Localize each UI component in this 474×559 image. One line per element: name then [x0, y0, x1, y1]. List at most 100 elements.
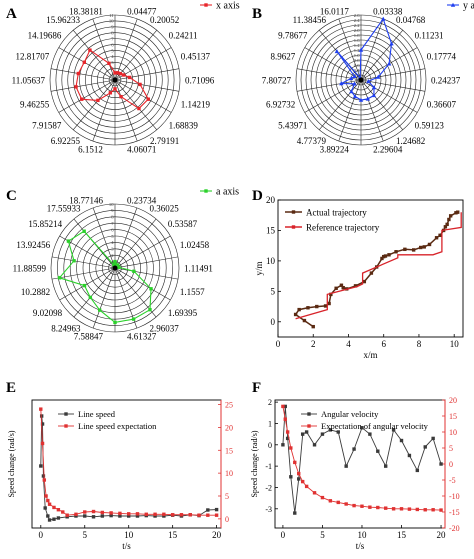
polar-data-point	[97, 308, 102, 312]
data-point	[368, 432, 372, 436]
polar-spoke	[50, 68, 116, 81]
y-tick-label-left: -1	[265, 462, 272, 471]
angle-label: 2.29604	[373, 144, 403, 154]
polar-spoke	[114, 79, 180, 92]
trajectory-chart: 0 2 4 6 8 10 0 5 10 15 20 x/m y/m Actual trajectory Re…	[254, 195, 464, 360]
data-point	[40, 422, 45, 426]
data-point	[283, 417, 287, 421]
data-point	[135, 514, 140, 518]
polar-spoke	[72, 30, 116, 81]
data-point	[109, 513, 113, 518]
polar-data-point	[352, 81, 357, 86]
trajectory-point	[419, 245, 423, 250]
angle-label: 3.89224	[320, 144, 350, 154]
polar-spoke	[50, 79, 116, 92]
y-tick-label-right: 10	[449, 428, 457, 437]
data-point	[297, 477, 301, 481]
y-tick-label-right: 0	[225, 515, 229, 524]
legend-marker	[291, 225, 296, 229]
polar-data-point	[352, 73, 357, 79]
x-tick-label: 20	[212, 530, 222, 540]
angle-label: 7.58847	[74, 331, 104, 341]
polar-data-point	[113, 87, 117, 91]
angle-label: 1.24682	[396, 136, 425, 146]
y-axis-label: y/m	[254, 261, 264, 275]
trajectory-point	[445, 222, 449, 227]
polar-center	[358, 77, 364, 83]
data-point	[65, 513, 69, 517]
data-point	[144, 512, 148, 516]
polar-data-point	[72, 259, 76, 263]
data-point	[360, 504, 364, 508]
trajectory-point	[323, 304, 328, 308]
data-point	[415, 507, 420, 512]
radial-tick-label: 1	[111, 72, 114, 77]
x-axis-label: t/s	[356, 541, 365, 551]
polar-data-point	[371, 85, 377, 90]
polar-spoke	[338, 18, 362, 81]
angle-label: 0.71096	[185, 76, 215, 86]
trajectory-point	[297, 307, 301, 312]
polar-data-point	[108, 91, 113, 95]
plot-frame	[31, 399, 222, 529]
data-point	[439, 462, 443, 466]
polar-data-point	[127, 75, 132, 80]
data-point	[135, 512, 140, 516]
polar-data-point	[146, 97, 150, 101]
polar-spoke	[73, 267, 116, 318]
angle-label: 13.92456	[16, 240, 50, 250]
data-point	[344, 502, 348, 506]
y-tick-label-right: 25	[225, 401, 233, 410]
data-point	[153, 514, 157, 518]
data-point	[179, 513, 184, 517]
polar-data-point	[334, 48, 340, 54]
polar-spoke	[338, 79, 362, 142]
x-axis-label: t/s	[122, 541, 131, 551]
radial-tick-label: 1.2	[354, 48, 360, 53]
polar-spoke	[360, 18, 384, 81]
angle-label: 6.1512	[78, 144, 103, 154]
polar-data-point	[96, 98, 100, 103]
data-point	[214, 513, 219, 517]
radial-tick-label: 9	[111, 25, 114, 30]
data-point	[431, 436, 435, 441]
data-point	[83, 514, 87, 518]
trajectory-point	[422, 245, 426, 249]
legend-label: a axis	[216, 187, 239, 198]
polar-data-point	[112, 263, 116, 267]
data-point	[47, 502, 52, 506]
radial-tick-label: 4	[111, 54, 114, 59]
radial-tick-label: 6	[111, 42, 114, 47]
polar-data-point	[137, 106, 141, 111]
legend-label: Expectation of angular velocity	[321, 421, 429, 431]
angle-label: 0.59123	[415, 120, 445, 130]
data-point	[52, 505, 56, 510]
polar-spoke	[114, 267, 171, 301]
radial-tick-label: 0.8	[354, 58, 360, 63]
trajectory-point	[306, 306, 310, 310]
trajectory-point	[382, 254, 386, 259]
polar-data-point	[118, 71, 123, 76]
polar-series-line	[336, 17, 393, 101]
x-tick-label: 15	[397, 530, 407, 540]
polar-data-point	[74, 85, 78, 89]
polar-data-point	[88, 295, 93, 300]
data-point	[162, 512, 166, 516]
data-point	[289, 446, 293, 450]
y-tick-label-right: -5	[449, 476, 456, 485]
angle-label: 14.19686	[28, 31, 62, 41]
radial-tick-label: 2.2	[354, 23, 360, 28]
trajectory-point	[443, 225, 448, 229]
y-tick-label-right: 20	[225, 423, 233, 432]
angle-label: 8.9627	[270, 52, 295, 62]
data-point	[352, 503, 356, 508]
legend-marker	[291, 210, 296, 214]
data-point	[118, 511, 122, 516]
radial-tick-label: 8	[111, 31, 114, 36]
angle-label: 4.77379	[297, 136, 327, 146]
polar-spoke	[114, 79, 172, 113]
angle-label: 18.77146	[69, 196, 103, 206]
angle-label: 6.92732	[266, 99, 295, 109]
